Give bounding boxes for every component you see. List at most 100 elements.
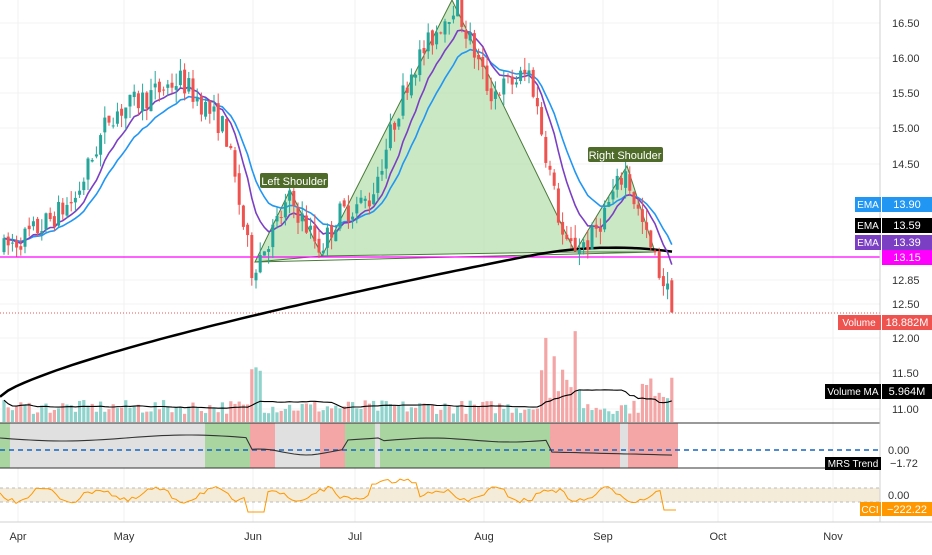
candle-body xyxy=(355,204,359,214)
candle-body xyxy=(157,81,161,93)
x-axis-label-jul: Jul xyxy=(348,531,362,543)
candle-body xyxy=(275,215,279,222)
price-tick-label: 15.00 xyxy=(892,123,920,135)
volume-bar xyxy=(666,398,670,422)
volume-bar xyxy=(208,405,212,422)
volume-bar xyxy=(514,408,518,422)
volume-bar xyxy=(31,413,35,422)
volume-bar xyxy=(195,407,199,422)
volume-bar xyxy=(531,409,535,422)
mrs-band xyxy=(250,423,275,468)
volume-bar xyxy=(611,413,615,422)
volume-bar xyxy=(103,411,107,422)
candle-body xyxy=(561,221,565,235)
volume-bar xyxy=(359,408,363,422)
candle-body xyxy=(10,242,14,244)
volume-bar xyxy=(288,404,292,422)
volume-bar xyxy=(2,400,6,422)
x-axis-label-sep: Sep xyxy=(593,531,613,543)
mrs-tag-value: −1.72 xyxy=(890,458,918,470)
candle-body xyxy=(556,188,560,223)
volume-bar xyxy=(552,356,556,422)
volume-bar xyxy=(422,403,426,422)
volume-bar xyxy=(313,401,317,422)
candle-body xyxy=(540,107,544,135)
candle-body xyxy=(115,111,119,124)
candle-body xyxy=(86,158,90,180)
candle-body xyxy=(397,118,401,127)
candle-body xyxy=(523,69,527,74)
support-tag: 13.15 xyxy=(882,250,932,265)
right-shoulder-label: Right Shoulder xyxy=(588,147,663,162)
candle-body xyxy=(338,203,342,229)
candle-body xyxy=(292,190,296,206)
ema-short-tag: EMA 13.39 xyxy=(855,235,932,250)
volume-bar xyxy=(405,411,409,422)
volume-bar xyxy=(628,413,632,422)
volume-bar xyxy=(426,404,430,422)
candle-body xyxy=(262,251,266,256)
volume-bar xyxy=(636,412,640,422)
ema-long-tag: EMA 13.59 xyxy=(855,218,932,233)
candle-body xyxy=(300,213,304,222)
candle-body xyxy=(90,159,94,162)
candle-body xyxy=(443,21,447,35)
candle-body xyxy=(414,74,418,78)
candle-body xyxy=(447,21,451,24)
candle-body xyxy=(393,122,397,130)
cci-line xyxy=(0,478,676,513)
candle-body xyxy=(304,215,308,233)
candle-body xyxy=(325,227,329,248)
candle-body xyxy=(498,94,502,96)
candle-body xyxy=(468,32,472,41)
volume-bar xyxy=(73,411,77,422)
volume-bar xyxy=(493,413,497,422)
candle-body xyxy=(548,165,552,170)
volume-bar xyxy=(300,403,304,422)
volume-bar xyxy=(355,408,359,422)
volume-bar xyxy=(61,403,65,422)
candle-body xyxy=(384,149,388,169)
volume-bar xyxy=(216,412,220,422)
candle-body xyxy=(52,216,56,227)
ema-long-tag-value: 13.59 xyxy=(893,220,921,232)
mrs-band xyxy=(320,423,345,468)
candle-body xyxy=(216,103,220,134)
candle-body xyxy=(363,198,367,201)
candle-body xyxy=(149,90,153,112)
candle-body xyxy=(422,47,426,54)
candle-body xyxy=(472,33,476,58)
volume-ma-tag-value: 5.964M xyxy=(889,386,926,398)
candle-body xyxy=(502,78,506,95)
volume-bar xyxy=(258,370,262,422)
candle-body xyxy=(250,235,254,279)
candle-body xyxy=(199,96,203,115)
volume-bar xyxy=(283,408,287,422)
candle-body xyxy=(69,202,73,204)
volume-bar xyxy=(183,413,187,422)
candle-body xyxy=(372,194,376,205)
volume-bar xyxy=(582,408,586,422)
candle-body xyxy=(582,242,586,248)
candle-body xyxy=(552,172,556,186)
left-shoulder-text: Left Shoulder xyxy=(261,176,327,188)
volume-bar xyxy=(397,404,401,422)
candle-body xyxy=(220,116,224,132)
candle-body xyxy=(649,230,653,248)
candle-body xyxy=(456,0,460,17)
ema-short-line xyxy=(3,29,673,265)
head-region xyxy=(321,0,576,257)
volume-bar xyxy=(241,404,245,422)
candle-body xyxy=(27,225,31,230)
candlesticks xyxy=(2,0,674,313)
support-tag-value: 13.15 xyxy=(893,252,921,264)
candle-body xyxy=(636,204,640,209)
volume-bar xyxy=(19,402,23,422)
volume-bar xyxy=(435,413,439,422)
volume-bar xyxy=(489,401,493,422)
candle-body xyxy=(99,135,103,155)
candle-body xyxy=(477,55,481,60)
price-tick-label: 11.00 xyxy=(892,404,919,416)
candle-body xyxy=(73,197,77,203)
